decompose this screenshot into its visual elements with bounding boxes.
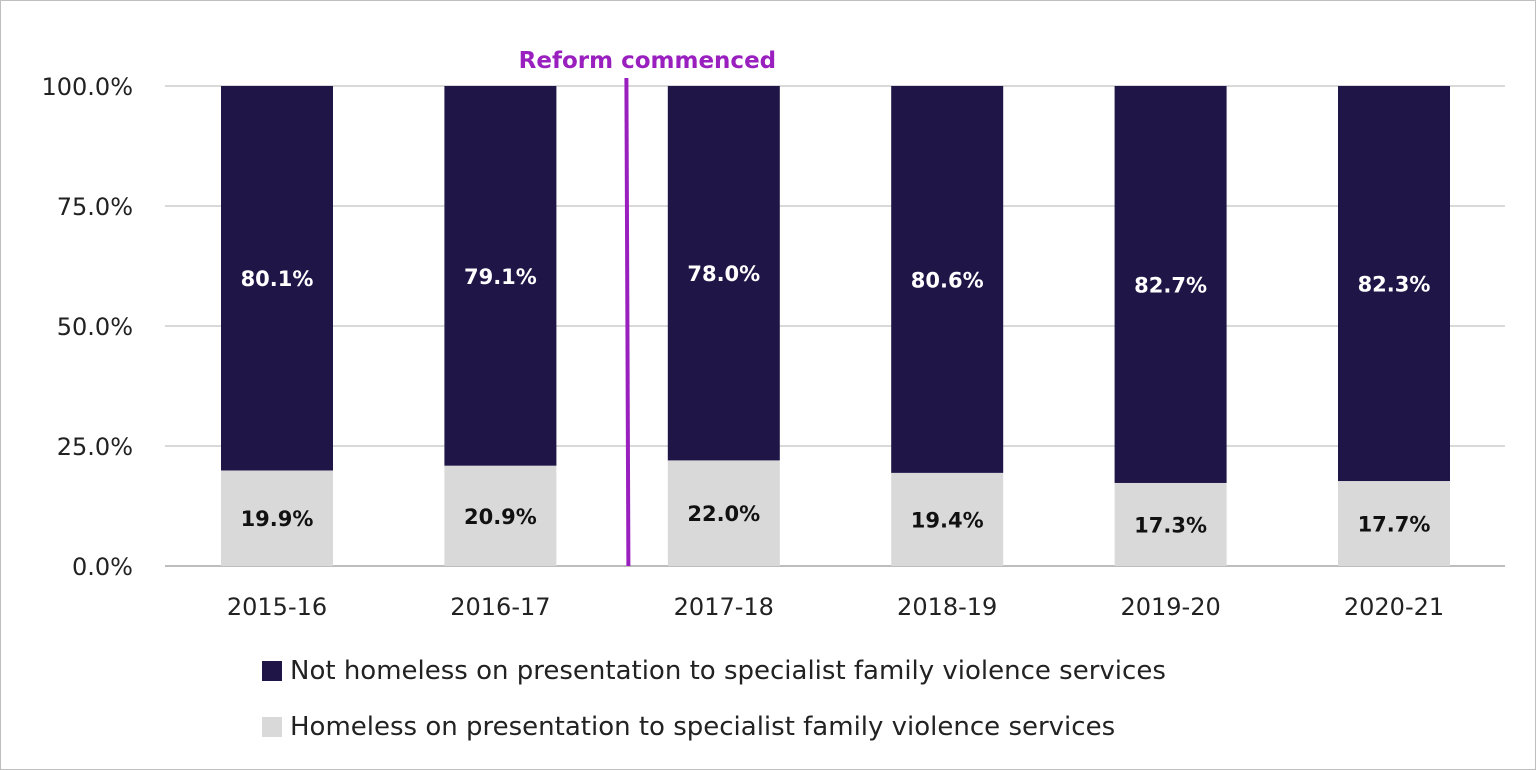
data-label: 82.7% <box>1134 273 1207 297</box>
bar-segment <box>221 86 333 471</box>
data-label: 78.0% <box>687 262 760 286</box>
bar-segment <box>891 472 1004 566</box>
data-label: 20.9% <box>464 505 537 529</box>
x-tick-label: 2017-18 <box>674 593 774 621</box>
reform-line <box>624 77 631 567</box>
bar-segment <box>1114 482 1227 566</box>
bar-segment <box>444 86 557 466</box>
bar-segment <box>1338 481 1450 566</box>
reform-label: Reform commenced <box>519 48 776 74</box>
y-tick-label: 100.0% <box>41 73 133 101</box>
data-label: 79.1% <box>464 265 537 289</box>
data-label: 80.6% <box>911 268 984 292</box>
x-tick-label: 2018-19 <box>897 593 997 621</box>
x-tick-label: 2020-21 <box>1344 593 1444 621</box>
bar-segment <box>891 86 1004 473</box>
data-label: 19.4% <box>911 508 984 532</box>
legend-label: Not homeless on presentation to speciali… <box>290 656 1166 686</box>
legend-swatch-homeless <box>262 717 282 737</box>
bar-segment <box>444 465 557 566</box>
data-label: 82.3% <box>1358 273 1431 297</box>
bar-segment <box>1338 86 1450 482</box>
legend-item-homeless: Homeless on presentation to specialist f… <box>262 712 1115 742</box>
x-tick-label: 2015-16 <box>227 593 327 621</box>
y-tick-label: 75.0% <box>57 193 133 221</box>
y-tick-label: 25.0% <box>57 433 133 461</box>
x-tick-label: 2019-20 <box>1120 593 1220 621</box>
bar-segment <box>667 460 780 566</box>
data-label: 22.0% <box>687 502 760 526</box>
data-label: 19.9% <box>241 507 314 531</box>
data-label: 80.1% <box>241 267 314 291</box>
legend-label: Homeless on presentation to specialist f… <box>290 712 1116 742</box>
legend-swatch-not-homeless <box>262 661 282 681</box>
bar-segment <box>1114 86 1227 483</box>
legend-item-not-homeless: Not homeless on presentation to speciali… <box>262 656 1166 686</box>
y-tick-label: 50.0% <box>57 313 133 341</box>
x-tick-label: 2016-17 <box>450 593 550 621</box>
bar-segment <box>667 86 780 461</box>
bar-segment <box>221 470 333 566</box>
data-label: 17.7% <box>1358 513 1431 537</box>
data-label: 17.3% <box>1134 513 1207 537</box>
y-tick-label: 0.0% <box>72 553 133 581</box>
